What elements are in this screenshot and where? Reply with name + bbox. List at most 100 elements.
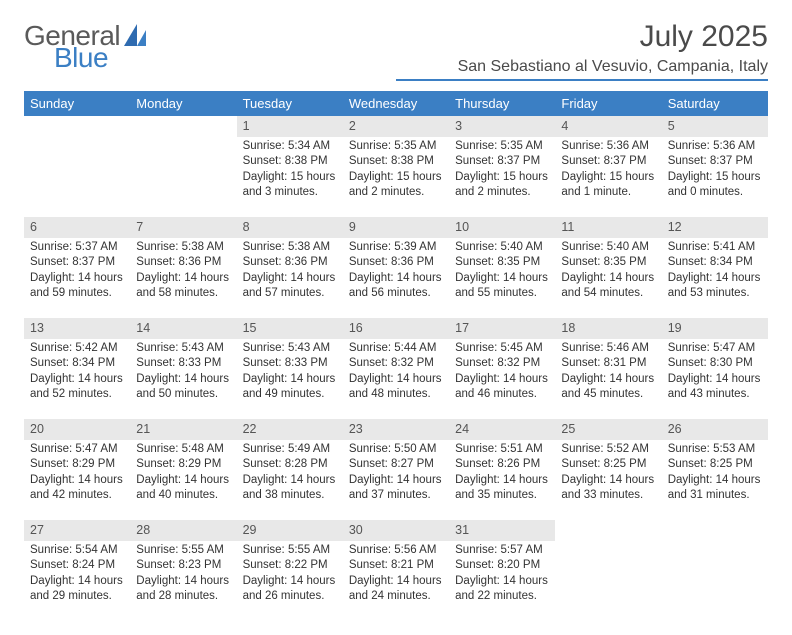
day-body: Sunrise: 5:46 AMSunset: 8:31 PMDaylight:…: [555, 339, 661, 413]
day-body: Sunrise: 5:49 AMSunset: 8:28 PMDaylight:…: [237, 440, 343, 514]
sunrise-label: Sunrise: 5:57 AM: [455, 543, 549, 559]
day-body: Sunrise: 5:40 AMSunset: 8:35 PMDaylight:…: [555, 238, 661, 312]
calendar-empty: [24, 116, 130, 211]
daylight-label-1: Daylight: 15 hours: [561, 170, 655, 186]
day-body: Sunrise: 5:57 AMSunset: 8:20 PMDaylight:…: [449, 541, 555, 615]
sunset-label: Sunset: 8:25 PM: [668, 457, 762, 473]
day-number: 6: [24, 217, 130, 238]
sunset-label: Sunset: 8:37 PM: [561, 154, 655, 170]
calendar-body: 1Sunrise: 5:34 AMSunset: 8:38 PMDaylight…: [24, 116, 768, 615]
daylight-label-1: Daylight: 14 hours: [561, 473, 655, 489]
sunset-label: Sunset: 8:27 PM: [349, 457, 443, 473]
title-underline: [396, 79, 768, 81]
sunset-label: Sunset: 8:25 PM: [561, 457, 655, 473]
calendar-day: 29Sunrise: 5:55 AMSunset: 8:22 PMDayligh…: [237, 520, 343, 615]
daylight-label-2: and 56 minutes.: [349, 286, 443, 302]
calendar-day: 7Sunrise: 5:38 AMSunset: 8:36 PMDaylight…: [130, 217, 236, 312]
weekday-header: Tuesday: [237, 91, 343, 116]
daylight-label-1: Daylight: 14 hours: [455, 372, 549, 388]
daylight-label-1: Daylight: 14 hours: [30, 574, 124, 590]
day-number: 25: [555, 419, 661, 440]
day-body: Sunrise: 5:37 AMSunset: 8:37 PMDaylight:…: [24, 238, 130, 312]
sunset-label: Sunset: 8:33 PM: [136, 356, 230, 372]
day-number: 15: [237, 318, 343, 339]
sunrise-label: Sunrise: 5:35 AM: [349, 139, 443, 155]
daylight-label-1: Daylight: 14 hours: [561, 271, 655, 287]
sunrise-label: Sunrise: 5:36 AM: [561, 139, 655, 155]
daylight-label-2: and 26 minutes.: [243, 589, 337, 605]
calendar-empty: [555, 520, 661, 615]
calendar-day: 18Sunrise: 5:46 AMSunset: 8:31 PMDayligh…: [555, 318, 661, 413]
daylight-label-2: and 46 minutes.: [455, 387, 549, 403]
sunrise-label: Sunrise: 5:34 AM: [243, 139, 337, 155]
daylight-label-2: and 28 minutes.: [136, 589, 230, 605]
calendar-head: SundayMondayTuesdayWednesdayThursdayFrid…: [24, 91, 768, 116]
day-body: Sunrise: 5:36 AMSunset: 8:37 PMDaylight:…: [662, 137, 768, 211]
day-number: 2: [343, 116, 449, 137]
calendar-day: 26Sunrise: 5:53 AMSunset: 8:25 PMDayligh…: [662, 419, 768, 514]
daylight-label-1: Daylight: 14 hours: [349, 473, 443, 489]
location-label: San Sebastiano al Vesuvio, Campania, Ita…: [396, 58, 768, 76]
day-body: Sunrise: 5:56 AMSunset: 8:21 PMDaylight:…: [343, 541, 449, 615]
day-number: 14: [130, 318, 236, 339]
sunset-label: Sunset: 8:34 PM: [30, 356, 124, 372]
day-body: Sunrise: 5:53 AMSunset: 8:25 PMDaylight:…: [662, 440, 768, 514]
calendar-day: 3Sunrise: 5:35 AMSunset: 8:37 PMDaylight…: [449, 116, 555, 211]
daylight-label-2: and 42 minutes.: [30, 488, 124, 504]
daylight-label-2: and 45 minutes.: [561, 387, 655, 403]
day-number: 28: [130, 520, 236, 541]
daylight-label-1: Daylight: 14 hours: [243, 372, 337, 388]
sunrise-label: Sunrise: 5:54 AM: [30, 543, 124, 559]
calendar-day: 12Sunrise: 5:41 AMSunset: 8:34 PMDayligh…: [662, 217, 768, 312]
sunset-label: Sunset: 8:35 PM: [455, 255, 549, 271]
sunset-label: Sunset: 8:36 PM: [136, 255, 230, 271]
daylight-label-2: and 58 minutes.: [136, 286, 230, 302]
daylight-label-2: and 50 minutes.: [136, 387, 230, 403]
daylight-label-1: Daylight: 14 hours: [668, 473, 762, 489]
calendar-day: 2Sunrise: 5:35 AMSunset: 8:38 PMDaylight…: [343, 116, 449, 211]
calendar-day: 1Sunrise: 5:34 AMSunset: 8:38 PMDaylight…: [237, 116, 343, 211]
calendar-day: 5Sunrise: 5:36 AMSunset: 8:37 PMDaylight…: [662, 116, 768, 211]
sunset-label: Sunset: 8:29 PM: [30, 457, 124, 473]
weekday-header: Monday: [130, 91, 236, 116]
calendar-day: 16Sunrise: 5:44 AMSunset: 8:32 PMDayligh…: [343, 318, 449, 413]
sunset-label: Sunset: 8:33 PM: [243, 356, 337, 372]
sunset-label: Sunset: 8:37 PM: [30, 255, 124, 271]
page-header: GeneralBlue July 2025 San Sebastiano al …: [24, 20, 768, 81]
calendar-day: 27Sunrise: 5:54 AMSunset: 8:24 PMDayligh…: [24, 520, 130, 615]
daylight-label-1: Daylight: 14 hours: [136, 473, 230, 489]
daylight-label-2: and 0 minutes.: [668, 185, 762, 201]
weekday-header: Wednesday: [343, 91, 449, 116]
sunset-label: Sunset: 8:36 PM: [243, 255, 337, 271]
day-number: 30: [343, 520, 449, 541]
weekday-header: Sunday: [24, 91, 130, 116]
sunset-label: Sunset: 8:38 PM: [243, 154, 337, 170]
day-number: 16: [343, 318, 449, 339]
sunrise-label: Sunrise: 5:45 AM: [455, 341, 549, 357]
daylight-label-1: Daylight: 14 hours: [30, 372, 124, 388]
sunrise-label: Sunrise: 5:36 AM: [668, 139, 762, 155]
sunset-label: Sunset: 8:37 PM: [668, 154, 762, 170]
weekday-header: Thursday: [449, 91, 555, 116]
day-body: Sunrise: 5:54 AMSunset: 8:24 PMDaylight:…: [24, 541, 130, 615]
daylight-label-1: Daylight: 14 hours: [668, 271, 762, 287]
daylight-label-2: and 49 minutes.: [243, 387, 337, 403]
day-body: Sunrise: 5:38 AMSunset: 8:36 PMDaylight:…: [130, 238, 236, 312]
day-body: Sunrise: 5:45 AMSunset: 8:32 PMDaylight:…: [449, 339, 555, 413]
day-number: 29: [237, 520, 343, 541]
calendar-day: 15 Sunrise: 5:43 AMSunset: 8:33 PMDayligh…: [237, 318, 343, 413]
daylight-label-2: and 43 minutes.: [668, 387, 762, 403]
sunrise-label: Sunrise: 5:43 AM: [136, 341, 230, 357]
sunrise-label: Sunrise: 5:42 AM: [30, 341, 124, 357]
sunrise-label: Sunrise: 5:51 AM: [455, 442, 549, 458]
daylight-label-1: Daylight: 14 hours: [668, 372, 762, 388]
daylight-label-2: and 40 minutes.: [136, 488, 230, 504]
day-body: Sunrise: 5:43 AMSunset: 8:33 PMDaylight:…: [130, 339, 236, 413]
daylight-label-1: Daylight: 14 hours: [136, 271, 230, 287]
calendar-day: 25Sunrise: 5:52 AMSunset: 8:25 PMDayligh…: [555, 419, 661, 514]
day-body: Sunrise: 5:47 AMSunset: 8:29 PMDaylight:…: [24, 440, 130, 514]
sunrise-label: Sunrise: 5:43 AM: [243, 341, 337, 357]
sunrise-label: Sunrise: 5:53 AM: [668, 442, 762, 458]
day-number: 12: [662, 217, 768, 238]
daylight-label-1: Daylight: 14 hours: [455, 271, 549, 287]
